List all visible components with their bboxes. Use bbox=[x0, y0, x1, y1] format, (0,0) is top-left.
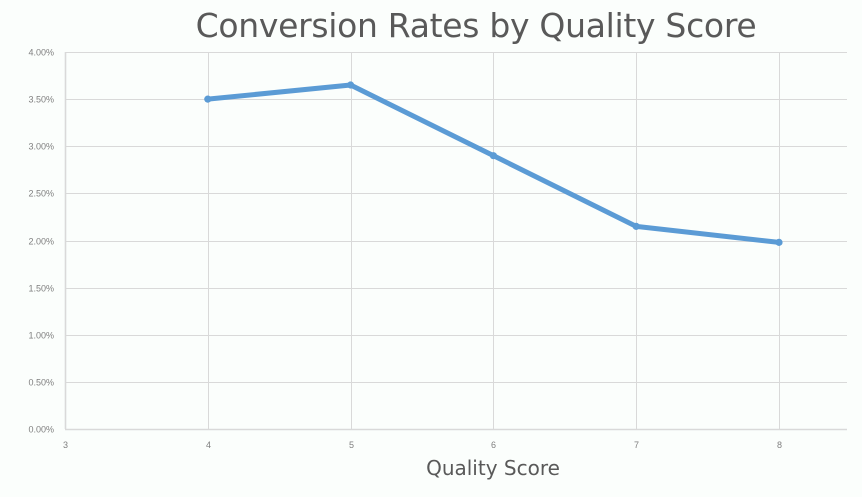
data-series bbox=[204, 81, 783, 246]
y-tick-label: 1.50% bbox=[28, 284, 54, 294]
x-axis-title: Quality Score bbox=[426, 456, 560, 480]
chart-title: Conversion Rates by Quality Score bbox=[195, 6, 757, 45]
x-tick-label: 3 bbox=[63, 440, 68, 450]
y-tick-label: 3.00% bbox=[28, 142, 54, 152]
y-tick-label: 4.00% bbox=[28, 48, 54, 58]
x-tick-label: 4 bbox=[206, 440, 211, 450]
y-tick-label: 3.50% bbox=[28, 95, 54, 105]
y-axis-tick-labels: 0.00% 0.50% 1.00% 1.50% 2.00% 2.50% 3.00% 3.50%… bbox=[28, 48, 54, 435]
y-tick-label: 2.50% bbox=[28, 189, 54, 199]
y-tick-label: 1.00% bbox=[28, 331, 54, 341]
vertical-gridlines bbox=[64, 52, 780, 429]
x-tick-label: 7 bbox=[634, 440, 639, 450]
data-point-marker bbox=[632, 222, 640, 230]
horizontal-gridlines bbox=[65, 52, 847, 431]
y-tick-label: 2.00% bbox=[28, 237, 54, 247]
y-tick-label: 0.00% bbox=[28, 425, 54, 435]
data-point-marker bbox=[489, 152, 497, 160]
x-axis-tick-labels: 3 4 5 6 7 8 bbox=[63, 440, 782, 450]
y-tick-label: 0.50% bbox=[28, 378, 54, 388]
x-tick-label: 6 bbox=[491, 440, 496, 450]
x-tick-label: 8 bbox=[777, 440, 782, 450]
data-point-marker bbox=[347, 81, 355, 89]
x-tick-label: 5 bbox=[349, 440, 354, 450]
data-point-marker bbox=[775, 238, 783, 246]
data-point-marker bbox=[204, 95, 212, 103]
